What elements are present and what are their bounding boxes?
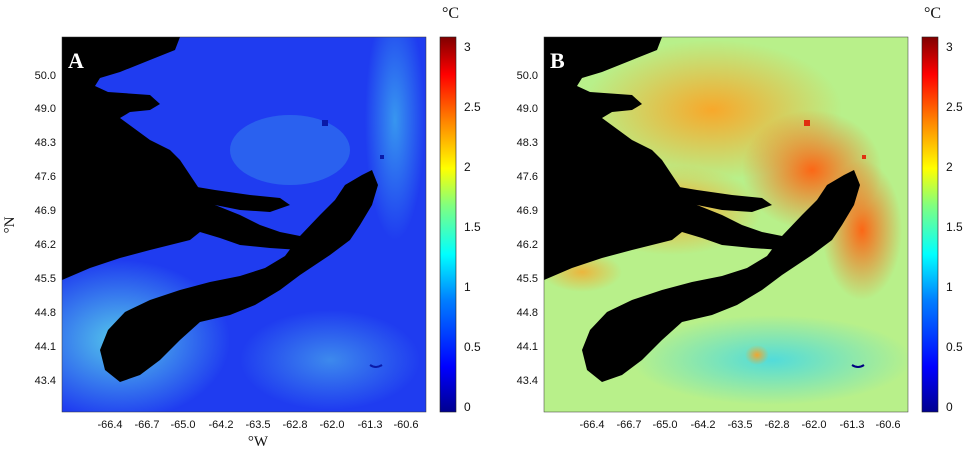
y-axis-label: °N [2, 216, 18, 233]
colorbar-unit-b: °C [924, 5, 941, 22]
colorbar-tick-b: 3 [946, 40, 953, 54]
nova-scotia-a [100, 170, 378, 382]
y-tick-a: 46.2 [35, 239, 56, 251]
colorbar-tick-b: 1.5 [946, 220, 963, 234]
x-tick-b: -63.5 [727, 419, 752, 431]
colorbar-tick-b: 0 [946, 400, 953, 414]
colorbar-ticks-a: 3 2.5 2 1.5 1 0.5 0 [464, 40, 481, 414]
island-anticosti-a [322, 120, 328, 126]
colorbar-tick-a: 2.5 [464, 100, 481, 114]
y-tick-b: 50.0 [517, 70, 538, 82]
x-tick-a: -62.8 [282, 419, 307, 431]
x-axis-a: -66.4 -66.7 -65.0 -64.2 -63.5 -62.8 -62.… [97, 419, 418, 431]
colorbar-tick-a: 1 [464, 280, 471, 294]
x-tick-a: -61.3 [357, 419, 382, 431]
map-a [62, 37, 426, 412]
y-tick-b: 46.9 [517, 205, 538, 217]
y-tick-b: 46.2 [517, 239, 538, 251]
y-tick-b: 44.8 [517, 307, 538, 319]
island-sable-b [851, 364, 865, 368]
island-magdalen-a [380, 155, 384, 159]
y-axis-b: 50.0 49.0 48.3 47.6 46.9 46.2 45.5 44.8 … [517, 70, 538, 387]
y-tick-a: 45.5 [35, 273, 56, 285]
colorbar-a [439, 36, 457, 413]
map-b [544, 37, 908, 412]
x-tick-b: -65.0 [652, 419, 677, 431]
colorbar-unit-a: °C [442, 5, 459, 22]
panel-letter-a: A [68, 48, 84, 73]
island-sable-a [369, 364, 383, 368]
nova-scotia-b [582, 170, 860, 382]
x-tick-a: -60.6 [393, 419, 418, 431]
x-axis-b: -66.4 -66.7 -65.0 -64.2 -63.5 -62.8 -62.… [579, 419, 900, 431]
y-tick-a: 48.3 [35, 137, 56, 149]
colorbar-tick-a: 2 [464, 160, 471, 174]
island-magdalen-b [862, 155, 866, 159]
colorbar-tick-a: 0.5 [464, 340, 481, 354]
y-tick-a: 43.4 [35, 375, 56, 387]
x-tick-a: -66.7 [134, 419, 159, 431]
panel-letter-b: B [550, 48, 565, 73]
y-tick-a: 44.1 [35, 341, 56, 353]
x-tick-a: -63.5 [245, 419, 270, 431]
x-tick-a: -66.4 [97, 419, 122, 431]
y-tick-a: 50.0 [35, 70, 56, 82]
map-frame-a [61, 36, 427, 413]
colorbar-ticks-b: 3 2.5 2 1.5 1 0.5 0 [946, 40, 963, 414]
panel-b: B 50.0 49.0 48.3 47.6 46.9 46.2 45.5 44.… [482, 0, 964, 451]
x-tick-b: -64.2 [690, 419, 715, 431]
y-tick-a: 46.9 [35, 205, 56, 217]
x-tick-b: -61.3 [839, 419, 864, 431]
y-tick-b: 44.1 [517, 341, 538, 353]
shelf-cool-b [632, 315, 908, 405]
x-tick-b: -60.6 [875, 419, 900, 431]
x-tick-b: -66.7 [616, 419, 641, 431]
y-tick-b: 47.6 [517, 171, 538, 183]
panel-a: A 50.0 49.0 48.3 47.6 46.9 46.2 45.5 44.… [2, 5, 481, 450]
x-tick-b: -62.0 [801, 419, 826, 431]
colorbar-tick-b: 2 [946, 160, 953, 174]
island-pei-b [667, 185, 772, 212]
colorbar-tick-a: 1.5 [464, 220, 481, 234]
x-tick-a: -65.0 [170, 419, 195, 431]
y-tick-b: 45.5 [517, 273, 538, 285]
y-tick-a: 44.8 [35, 307, 56, 319]
x-tick-b: -62.8 [764, 419, 789, 431]
panel-a-svg: A 50.0 49.0 48.3 47.6 46.9 46.2 45.5 44.… [2, 5, 481, 450]
colorbar-tick-b: 2.5 [946, 100, 963, 114]
x-tick-b: -66.4 [579, 419, 604, 431]
y-tick-b: 49.0 [517, 103, 538, 115]
colorbar-tick-b: 1 [946, 280, 953, 294]
ocean-warm-band-a [365, 37, 425, 240]
mainland-land-b [544, 37, 792, 280]
island-pei-a [185, 185, 290, 212]
map-frame-b [543, 36, 909, 413]
colorbar-tick-b: 0.5 [946, 340, 963, 354]
x-axis-label: °W [248, 434, 269, 450]
colorbar-tick-a: 3 [464, 40, 471, 54]
spot-warm-b [745, 345, 769, 365]
panel-b-svg: B 50.0 49.0 48.3 47.6 46.9 46.2 45.5 44.… [517, 5, 963, 431]
y-tick-a: 47.6 [35, 171, 56, 183]
x-tick-a: -62.0 [319, 419, 344, 431]
colorbar-tick-a: 0 [464, 400, 471, 414]
y-tick-b: 48.3 [517, 137, 538, 149]
y-tick-a: 49.0 [35, 103, 56, 115]
y-axis-a: 50.0 49.0 48.3 47.6 46.9 46.2 45.5 44.8 … [35, 70, 56, 387]
shelf-warm-b-a [240, 310, 420, 410]
island-anticosti-b [804, 120, 810, 126]
y-tick-b: 43.4 [517, 375, 538, 387]
mainland-land-a [62, 37, 310, 280]
x-tick-a: -64.2 [208, 419, 233, 431]
colorbar-b [921, 36, 939, 413]
gulf-swirl-a [230, 115, 350, 185]
